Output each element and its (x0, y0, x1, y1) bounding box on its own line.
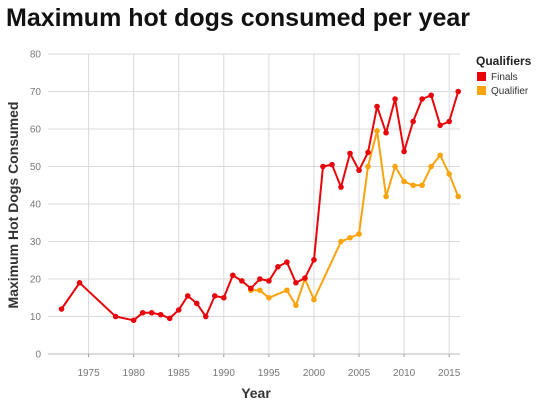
data-point-finals (410, 118, 416, 125)
data-point-finals (193, 300, 200, 307)
data-point-qualifier (428, 163, 434, 170)
series-line-finals (60, 91, 460, 322)
y-tick-label: 80 (30, 50, 42, 61)
x-tick-label: 2015 (438, 368, 461, 379)
data-point-qualifier (392, 163, 398, 170)
y-tick-label: 70 (30, 87, 42, 98)
data-point-qualifier (383, 193, 389, 200)
data-point-finals (266, 278, 272, 284)
data-point-finals (437, 122, 443, 129)
series-layer (58, 88, 461, 324)
data-point-finals (202, 313, 209, 320)
data-point-qualifier (257, 287, 263, 294)
data-point-qualifier (365, 163, 371, 170)
grid-lines (48, 53, 460, 355)
x-tick-label: 1985 (168, 368, 191, 379)
data-point-finals (184, 293, 191, 299)
x-tick-label: 1980 (123, 368, 146, 379)
data-point-qualifier (311, 296, 317, 303)
data-point-finals (175, 307, 182, 313)
y-tick-label: 10 (30, 312, 42, 323)
data-point-finals (76, 279, 83, 286)
y-tick-label: 30 (30, 237, 42, 248)
data-point-finals (329, 161, 335, 168)
legend: Finals Qualifier (477, 72, 529, 97)
data-point-finals (383, 129, 389, 136)
data-point-qualifier (455, 193, 461, 200)
data-point-finals (392, 96, 398, 102)
y-tick-label: 0 (35, 350, 41, 361)
data-point-finals (58, 306, 65, 312)
data-point-finals (419, 96, 425, 102)
data-point-finals (293, 279, 299, 286)
data-point-finals (428, 92, 434, 99)
y-tick-label: 40 (30, 200, 42, 211)
data-point-finals (284, 259, 290, 265)
data-point-finals (230, 272, 236, 279)
legend-title: Qualifiers (476, 54, 532, 68)
data-point-qualifier (338, 238, 344, 245)
data-point-finals (302, 275, 308, 281)
x-tick-label: 2010 (393, 368, 416, 379)
data-point-finals (211, 293, 218, 299)
y-tick-label: 20 (30, 275, 42, 286)
data-point-qualifier (374, 128, 380, 134)
data-point-finals (248, 285, 254, 292)
data-point-finals (365, 149, 371, 156)
data-point-finals (148, 309, 155, 316)
data-point-finals (139, 309, 146, 316)
data-point-finals (239, 278, 245, 284)
x-tick-label: 1990 (213, 368, 236, 379)
data-point-qualifier (437, 152, 443, 159)
x-tick-label: 2005 (348, 368, 371, 379)
data-point-finals (166, 315, 173, 322)
legend-label-qualifier: Qualifier (491, 86, 529, 97)
data-point-finals (446, 118, 452, 125)
x-tick-label: 1975 (77, 368, 100, 379)
data-point-finals (338, 184, 344, 190)
data-point-finals (320, 163, 326, 170)
data-point-qualifier (347, 234, 353, 241)
chart-title: Maximum hot dogs consumed per year (6, 4, 470, 32)
data-point-qualifier (293, 302, 299, 309)
legend-swatch-qualifier (477, 86, 486, 95)
legend-label-finals: Finals (491, 72, 518, 83)
data-point-finals (220, 294, 227, 301)
data-point-finals (455, 88, 461, 95)
data-point-finals (112, 313, 119, 320)
data-point-qualifier (446, 171, 452, 177)
data-point-qualifier (284, 287, 290, 294)
y-tick-label: 60 (30, 125, 42, 136)
data-point-finals (275, 264, 281, 270)
data-point-finals (374, 103, 380, 110)
data-point-finals (130, 317, 137, 324)
y-tick-label: 50 (30, 162, 42, 173)
data-point-finals (401, 148, 407, 155)
axes: 0 10 20 30 40 50 60 70 80 1975 1980 1985 1990 1995 200… (30, 50, 461, 380)
x-tick-label: 2000 (303, 368, 326, 379)
data-point-qualifier (419, 182, 425, 189)
data-point-finals (347, 150, 353, 157)
data-point-qualifier (266, 294, 272, 301)
data-point-qualifier (356, 231, 362, 237)
data-point-qualifier (410, 182, 416, 189)
x-axis-label: Year (241, 385, 271, 401)
data-point-qualifier (401, 178, 407, 185)
y-axis-label: Maximum Hot Dogs Consumed (5, 102, 21, 309)
data-point-finals (311, 256, 317, 263)
data-point-finals (257, 276, 263, 282)
legend-swatch-finals (477, 72, 486, 81)
x-tick-label: 1995 (258, 368, 281, 379)
data-point-finals (157, 311, 164, 318)
data-point-finals (356, 167, 362, 174)
